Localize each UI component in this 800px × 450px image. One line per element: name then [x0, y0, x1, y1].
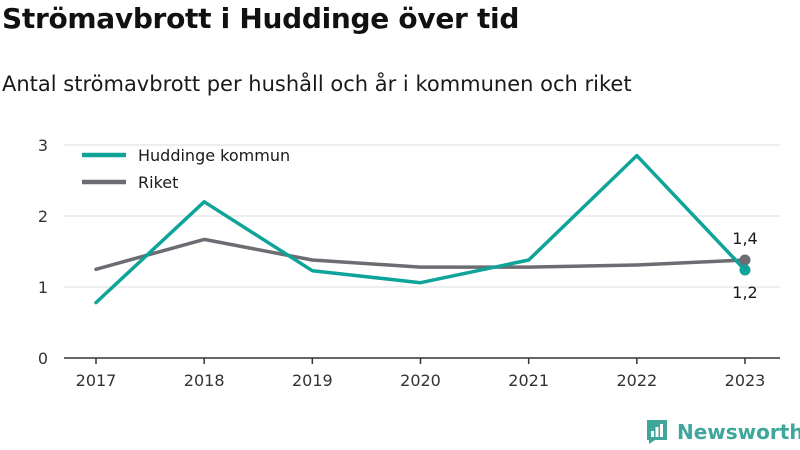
- brand-logo: Newsworthy: [645, 419, 800, 445]
- series-line: [94, 153, 747, 305]
- x-tick-label: 2019: [292, 371, 333, 390]
- y-tick-label: 0: [38, 349, 48, 368]
- series-end-point: [739, 264, 751, 276]
- y-tick-label: 2: [38, 207, 48, 226]
- x-tick-label: 2023: [725, 371, 766, 390]
- x-tick-label: 2020: [400, 371, 441, 390]
- x-tick-label: 2017: [76, 371, 117, 390]
- x-tick-label: 2022: [616, 371, 657, 390]
- series-end-point: [739, 254, 751, 266]
- x-tick-label: 2018: [184, 371, 225, 390]
- brand-name: Newsworthy: [677, 420, 800, 444]
- legend-label: Huddinge kommun: [138, 146, 290, 165]
- legend-label: Riket: [138, 173, 178, 192]
- series-end-label: 1,4: [732, 229, 757, 248]
- series-end-label: 1,2: [732, 283, 757, 302]
- y-tick-label: 3: [38, 136, 48, 155]
- series-line: [94, 237, 747, 272]
- chart-title: Strömavbrott i Huddinge över tid: [2, 2, 520, 35]
- y-tick-label: 1: [38, 278, 48, 297]
- x-tick-label: 2021: [508, 371, 549, 390]
- newsworthy-logo-icon: [647, 420, 667, 444]
- chart-subtitle: Antal strömavbrott per hushåll och år i …: [2, 72, 632, 96]
